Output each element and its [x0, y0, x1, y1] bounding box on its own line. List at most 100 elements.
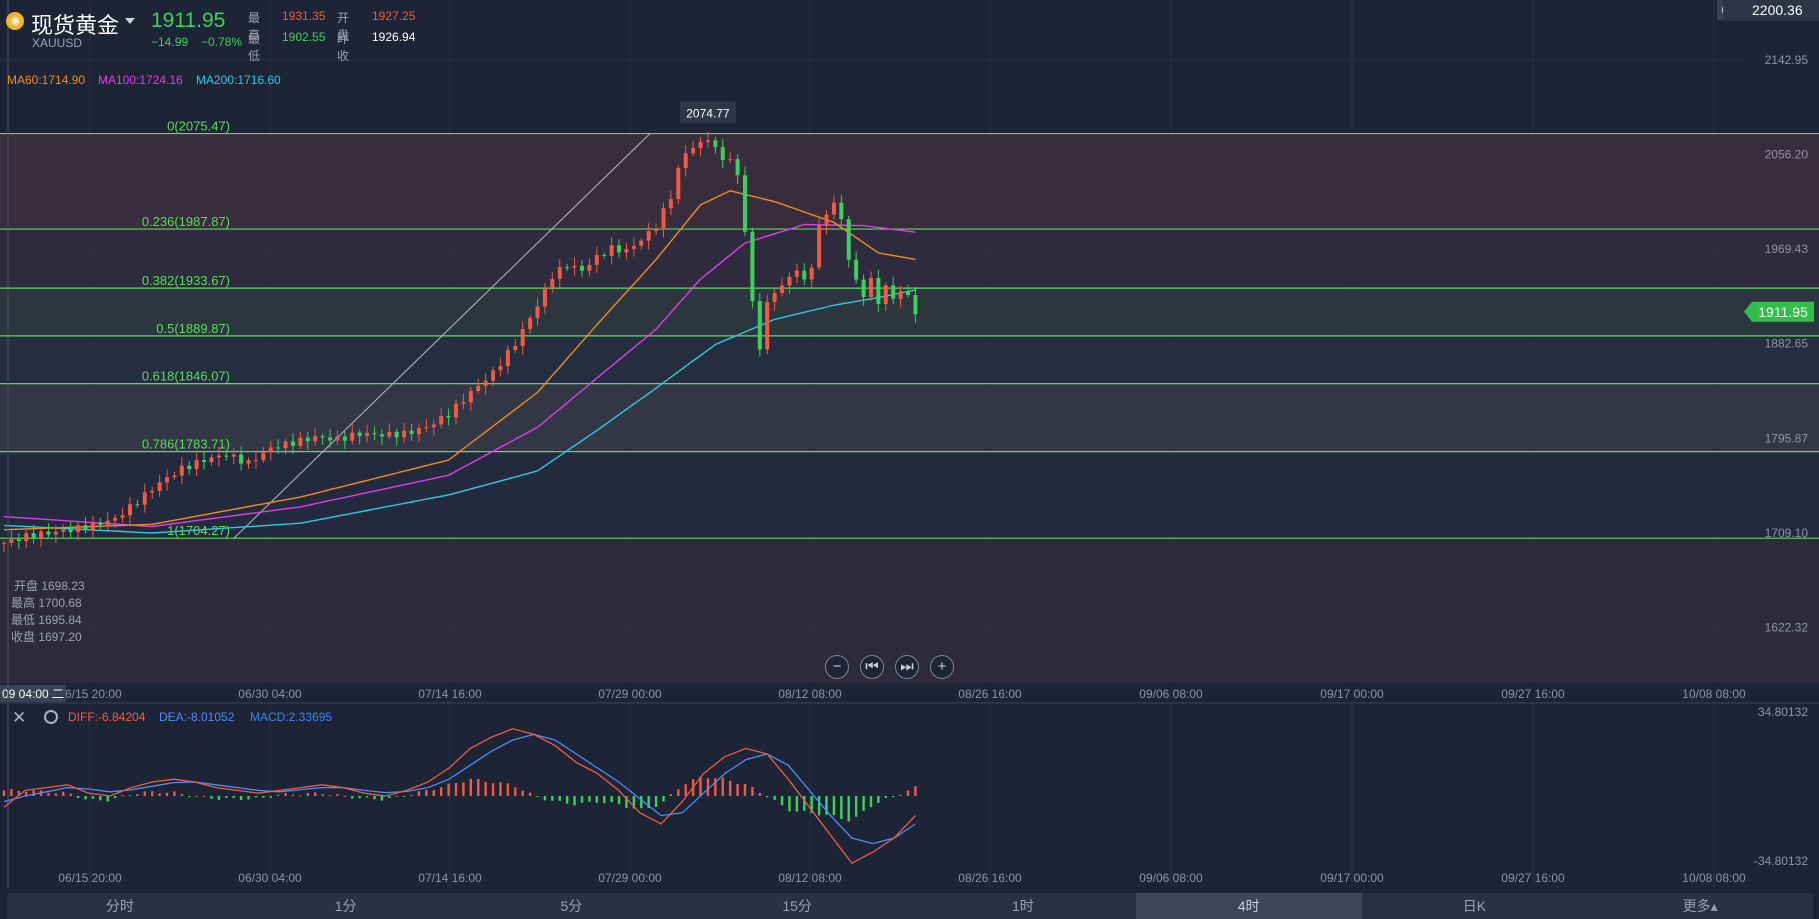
candle-body	[728, 159, 733, 161]
macd-bar	[462, 782, 465, 796]
macd-bar	[721, 777, 724, 796]
macd-bar	[432, 790, 435, 796]
macd-bar	[469, 778, 473, 796]
macd-bar	[202, 795, 206, 797]
ohlc-low: 最低 1695.84	[11, 613, 82, 627]
macd-bar	[751, 787, 754, 796]
candle-body	[172, 475, 177, 478]
macd-bar	[906, 790, 910, 796]
macd-bar	[558, 796, 561, 801]
candle-body	[839, 202, 844, 220]
macd-dea-line	[3, 733, 916, 845]
ma200-line	[3, 289, 916, 534]
ma60-line	[3, 190, 916, 531]
candle-body	[357, 432, 362, 437]
fib-band	[0, 451, 1819, 539]
zoom-out-button[interactable]: −	[825, 655, 849, 679]
tab-15min[interactable]: 15分	[782, 898, 812, 914]
candle-body	[491, 370, 496, 381]
y-axis-label: 1622.32	[1765, 621, 1809, 635]
macd-bar	[225, 796, 228, 798]
candle-body	[750, 231, 755, 302]
close-indicator-icon[interactable]: ✕	[12, 708, 27, 727]
candle-body	[165, 477, 170, 483]
x-axis-label: 08/26 16:00	[958, 687, 1022, 701]
candle-body	[268, 447, 273, 453]
candle-body	[587, 264, 592, 271]
symbol-dropdown-icon[interactable]	[125, 18, 135, 24]
macd-bar	[699, 776, 702, 796]
candle-body	[24, 533, 29, 542]
candle-body	[328, 437, 333, 441]
candle-body	[416, 428, 421, 435]
macd-bar	[454, 783, 458, 796]
candle-body	[68, 529, 73, 533]
macd-bar	[669, 794, 673, 796]
candle-body	[639, 240, 644, 246]
tab-1hour[interactable]: 1时	[1011, 898, 1034, 914]
candle-body	[757, 301, 762, 350]
zoom-in-button[interactable]: +	[930, 655, 954, 679]
prev-close-label: 昨收	[337, 32, 350, 63]
tab-1min[interactable]: 1分	[334, 898, 357, 914]
top-axis-price: 2200.36	[1752, 2, 1803, 18]
x-axis-label: 08/12 08:00	[778, 687, 842, 701]
macd-bar	[832, 796, 836, 816]
candle-body	[646, 231, 651, 241]
macd-bar	[580, 796, 584, 803]
crosshair-time-box	[0, 685, 66, 702]
macd-bar	[684, 784, 687, 796]
candle-body	[431, 424, 436, 428]
macd-bar	[195, 795, 198, 797]
macd-bar	[91, 796, 95, 799]
indicator-settings-icon[interactable]	[44, 710, 58, 724]
macd-bar	[795, 796, 799, 812]
candle-body	[624, 248, 629, 253]
symbol-code: XAUUSD	[32, 36, 83, 50]
candle-body	[83, 525, 88, 531]
macd-bar	[603, 796, 606, 804]
macd-x-axis-label: 09/06 08:00	[1139, 871, 1203, 885]
y-axis-label: 2142.95	[1765, 53, 1809, 67]
candle-body	[691, 147, 696, 154]
symbol-name[interactable]: 现货黄金	[31, 13, 120, 38]
macd-bar	[165, 792, 169, 796]
candle-body	[105, 520, 110, 525]
macd-x-axis-label: 06/15 20:00	[58, 871, 122, 885]
ma100-line	[3, 223, 916, 528]
macd-bar	[99, 796, 102, 801]
tab-timeshare[interactable]: 分时	[105, 898, 134, 914]
macd-bar	[766, 796, 769, 798]
candle-body	[194, 460, 199, 470]
low-label: 最低	[248, 32, 261, 63]
macd-bar	[106, 796, 109, 802]
x-axis-label: 10/08 08:00	[1682, 687, 1746, 701]
candle-body	[9, 539, 14, 543]
tab-more[interactable]: 更多▴	[1682, 898, 1718, 914]
macd-bar	[402, 796, 406, 797]
x-axis-label: 09/06 08:00	[1139, 687, 1203, 701]
macd-bar	[314, 792, 317, 796]
macd-bar	[662, 796, 665, 802]
macd-bar	[491, 783, 495, 796]
macd-bar	[892, 796, 895, 797]
scroll-start-button[interactable]: ⏮	[860, 655, 884, 679]
candle-body	[290, 441, 295, 446]
fib-band	[0, 383, 1819, 452]
tab-daily[interactable]: 日K	[1462, 898, 1487, 914]
tab-4hour[interactable]: 4时	[1135, 893, 1362, 919]
candle-body	[854, 259, 859, 280]
candle-body	[76, 525, 81, 533]
macd-x-axis-label: 07/14 16:00	[418, 871, 482, 885]
tab-5min[interactable]: 5分	[560, 898, 583, 914]
scroll-end-button[interactable]: ⏭	[895, 655, 919, 679]
macd-bar	[573, 796, 576, 806]
macd-bar	[188, 796, 191, 797]
macd-bar	[425, 790, 428, 796]
macd-bar	[484, 781, 487, 796]
candle-body	[402, 430, 407, 438]
fib-trendline[interactable]	[233, 133, 651, 539]
macd-bar	[210, 796, 213, 799]
